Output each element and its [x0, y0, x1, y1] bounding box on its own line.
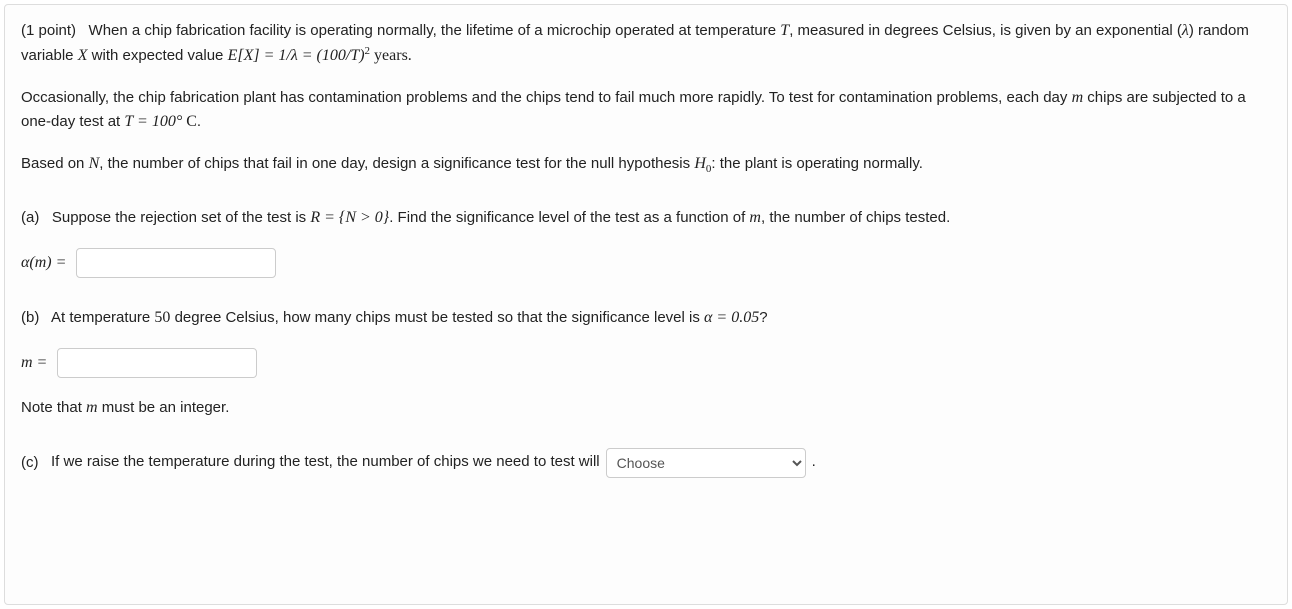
intro-text-4: with expected value — [87, 47, 227, 64]
para2-period: . — [197, 113, 201, 130]
part-a-answer-row: α(m) = — [21, 248, 1271, 278]
eq-alpha: α = 0.05 — [704, 309, 759, 326]
intro-text-1: When a chip fabrication facility is oper… — [89, 22, 781, 39]
eq-R: R = {N > 0} — [310, 209, 389, 226]
para2-text1: Occasionally, the chip fabrication plant… — [21, 89, 1072, 106]
part-b-q: ? — [759, 309, 767, 326]
part-c-select[interactable]: Choose — [606, 448, 806, 478]
var-T: T — [780, 22, 789, 39]
part-a-text1: Suppose the rejection set of the test is — [52, 209, 311, 226]
part-a-var-m: m — [749, 209, 761, 226]
part-c-text1: If we raise the temperature during the t… — [51, 451, 600, 474]
part-b-answer-row: m = — [21, 348, 1271, 378]
val-50: 50 — [154, 309, 170, 326]
part-c-label: (c) — [21, 453, 39, 470]
part-a-label: (a) — [21, 209, 39, 226]
m-input[interactable] — [57, 348, 257, 378]
alpha-m-input[interactable] — [76, 248, 276, 278]
m-label: m = — [21, 354, 47, 372]
para3-text3: : the plant is operating normally. — [711, 155, 923, 172]
para3-text1: Based on — [21, 155, 89, 172]
points-label: (1 point) — [21, 22, 76, 39]
para3-text2: , the number of chips that fail in one d… — [99, 155, 694, 172]
eq-C: C — [182, 113, 197, 130]
para-hypothesis: Based on N, the number of chips that fai… — [21, 152, 1271, 178]
problem-container: (1 point) When a chip fabrication facili… — [4, 4, 1288, 605]
note-text2: must be an integer. — [98, 399, 230, 416]
part-b-text1: At temperature — [51, 309, 154, 326]
part-a-question: (a) Suppose the rejection set of the tes… — [21, 206, 1271, 230]
alpha-m-label: α(m) = — [21, 254, 66, 272]
part-c-question: (c) If we raise the temperature during t… — [21, 448, 1271, 478]
var-N: N — [89, 155, 100, 172]
part-a-text3: , the number of chips tested. — [761, 209, 950, 226]
para-contamination: Occasionally, the chip fabrication plant… — [21, 86, 1271, 134]
eq-units: years. — [370, 47, 412, 64]
part-b-question: (b) At temperature 50 degree Celsius, ho… — [21, 306, 1271, 330]
part-c-period: . — [812, 451, 816, 474]
part-b-note: Note that m must be an integer. — [21, 396, 1271, 420]
part-b-label: (b) — [21, 309, 39, 326]
intro-paragraph: (1 point) When a chip fabrication facili… — [21, 19, 1271, 68]
var-m: m — [1072, 89, 1084, 106]
var-lambda: λ — [1182, 22, 1189, 39]
part-b-text2: degree Celsius, how many chips must be t… — [170, 309, 704, 326]
intro-text-2: , measured in degrees Celsius, is given … — [789, 22, 1182, 39]
eq-T100: T = 100° — [124, 113, 182, 130]
part-a-text2: . Find the significance level of the tes… — [389, 209, 749, 226]
note-text1: Note that — [21, 399, 86, 416]
note-var-m: m — [86, 399, 98, 416]
eq-EX: E[X] = 1/λ = (100/T) — [228, 47, 365, 64]
var-H0: H — [694, 155, 706, 172]
